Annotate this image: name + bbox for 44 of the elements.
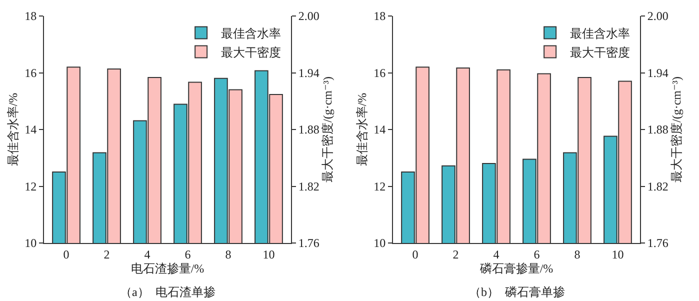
y-tick-label: 16 xyxy=(24,66,37,80)
x-axis-title: 电石渣掺量/% xyxy=(130,261,204,276)
y-tick-label: 18 xyxy=(374,9,386,24)
y-tick-label: 12 xyxy=(374,179,386,194)
y-axis-title: 最佳含水率/% xyxy=(354,92,369,166)
legend-label: 最大干密度 xyxy=(221,45,282,60)
x-tick-label: 0 xyxy=(412,247,418,262)
x-tick-label: 4 xyxy=(493,247,500,262)
y-tick-label: 16 xyxy=(374,66,386,80)
x-tick-label: 4 xyxy=(144,247,150,262)
y2-axis-title: 最大干密度/(g·cm⁻³) xyxy=(669,76,684,182)
y-tick-label: 10 xyxy=(374,236,386,250)
y2-tick-label: 1.94 xyxy=(647,66,668,80)
x-tick-label: 2 xyxy=(104,247,110,262)
y-tick-label: 12 xyxy=(24,179,37,194)
y-tick-label: 10 xyxy=(24,236,37,250)
x-tick-label: 2 xyxy=(452,247,459,262)
text: （b） 磷石膏单掺 xyxy=(469,285,565,299)
x-tick-label: 6 xyxy=(184,247,191,262)
x-tick-label: 10 xyxy=(262,247,275,262)
legend-label: 最佳含水率 xyxy=(221,26,282,40)
legend-label: 最大干密度 xyxy=(570,45,630,60)
y-tick-label: 18 xyxy=(24,9,37,24)
y2-tick-label: 1.82 xyxy=(298,179,320,194)
y-tick-label: 14 xyxy=(24,122,37,137)
y2-tick-label: 1.76 xyxy=(647,236,668,250)
x-tick-label: 0 xyxy=(63,247,70,262)
x-tick-label: 10 xyxy=(612,247,624,262)
x-tick-label: 6 xyxy=(534,247,540,262)
x-axis-title: 磷石膏掺量/% xyxy=(478,261,554,276)
y2-tick-label: 1.88 xyxy=(298,122,320,137)
text: （a） 电石渣单掺 xyxy=(120,285,216,299)
y-axis-title: 最佳含水率/% xyxy=(6,92,20,166)
y2-tick-label: 1.82 xyxy=(647,179,668,194)
x-tick-label: 8 xyxy=(225,247,232,262)
y-tick-label: 14 xyxy=(374,122,386,137)
y2-tick-label: 2.00 xyxy=(298,9,320,24)
y2-tick-label: 1.88 xyxy=(647,122,668,137)
y2-tick-label: 1.94 xyxy=(298,66,320,80)
x-tick-label: 8 xyxy=(574,247,580,262)
y2-tick-label: 1.76 xyxy=(298,236,320,250)
y2-tick-label: 2.00 xyxy=(647,9,668,24)
y2-axis-title: 最大干密度/(g·cm⁻³) xyxy=(320,76,334,182)
legend-label: 最佳含水率 xyxy=(570,26,630,40)
